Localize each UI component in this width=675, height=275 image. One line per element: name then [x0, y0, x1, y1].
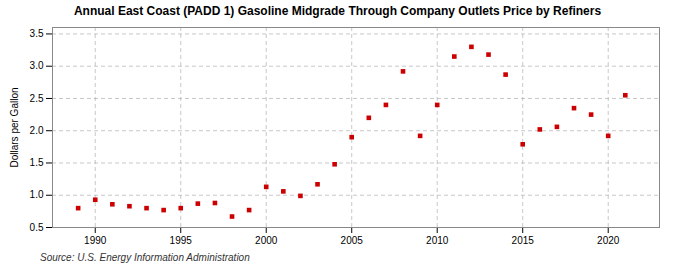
svg-text:Dollars per Gallon: Dollars per Gallon [9, 87, 20, 167]
svg-text:2020: 2020 [597, 235, 620, 246]
svg-text:2015: 2015 [512, 235, 535, 246]
svg-text:3.5: 3.5 [30, 28, 44, 39]
svg-text:1990: 1990 [84, 235, 107, 246]
svg-text:3.0: 3.0 [30, 60, 44, 71]
svg-text:1.5: 1.5 [30, 157, 44, 168]
svg-text:2.0: 2.0 [30, 125, 44, 136]
svg-text:2010: 2010 [426, 235, 449, 246]
html-text:Source: U.S. Energy Informatio: Source: U.S. Energy Information Administ… [40, 252, 250, 263]
svg-text:0.5: 0.5 [30, 222, 44, 233]
svg-text:2000: 2000 [255, 235, 278, 246]
html-text:Annual East Coast (PADD 1) Gas: Annual East Coast (PADD 1) Gasoline Midg… [73, 4, 602, 18]
svg-text:1.0: 1.0 [30, 189, 44, 200]
svg-text:2.5: 2.5 [30, 93, 44, 104]
svg-text:2005: 2005 [341, 235, 364, 246]
svg-text:1995: 1995 [170, 235, 193, 246]
